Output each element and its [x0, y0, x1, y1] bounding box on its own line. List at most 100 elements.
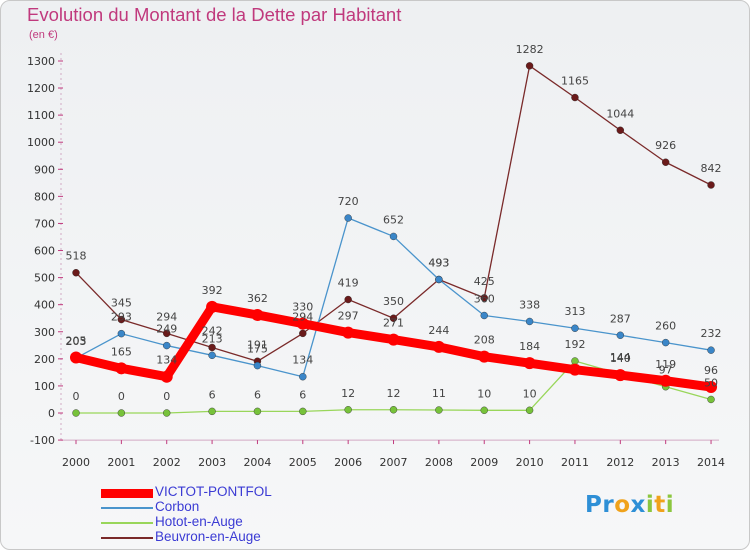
- data-label-2: 0: [118, 390, 125, 403]
- series-point-1: [299, 373, 307, 381]
- data-label-3: 1282: [516, 43, 544, 56]
- data-label-3: 493: [428, 256, 449, 269]
- y-tick-label: 400: [34, 299, 55, 312]
- data-label-0: 134: [156, 354, 177, 367]
- x-tick-label: 2014: [697, 456, 725, 469]
- series-point-0: [251, 308, 264, 321]
- data-label-1: 652: [383, 213, 404, 226]
- series-point-1: [208, 351, 216, 360]
- series-point-0: [523, 357, 536, 370]
- y-tick-label: 800: [34, 190, 55, 203]
- data-label-0: 205: [66, 334, 87, 347]
- data-label-3: 242: [202, 324, 223, 337]
- legend-swatch: [101, 488, 153, 498]
- series-point-2: [344, 406, 352, 414]
- series-point-2: [208, 407, 216, 416]
- data-label-1: 134: [292, 354, 313, 367]
- data-label-2: 0: [163, 390, 170, 403]
- data-label-1: 287: [610, 312, 631, 325]
- series-point-2: [435, 406, 443, 414]
- series-point-0: [70, 351, 82, 364]
- y-tick-label: -100: [30, 434, 55, 447]
- y-tick-label: 300: [34, 326, 55, 339]
- series-point-2: [525, 406, 534, 414]
- series-point-3: [344, 295, 352, 304]
- x-tick-label: 2000: [62, 456, 90, 469]
- series-point-3: [571, 93, 579, 102]
- series-point-3: [208, 343, 216, 352]
- series-point-1: [661, 338, 670, 347]
- series-point-1: [707, 346, 715, 354]
- series-point-1: [163, 341, 171, 350]
- data-label-2: 6: [254, 388, 261, 401]
- data-label-2: 50: [704, 376, 718, 389]
- data-label-3: 842: [701, 162, 722, 175]
- series-point-3: [616, 126, 625, 134]
- legend-swatch: [101, 522, 153, 524]
- y-tick-label: 0: [48, 407, 55, 420]
- data-label-3: 191: [247, 338, 268, 351]
- series-point-0: [296, 317, 309, 330]
- data-label-0: 165: [111, 345, 132, 358]
- series-point-0: [478, 350, 491, 363]
- data-label-3: 294: [156, 310, 177, 323]
- data-label-2: 144: [610, 351, 631, 364]
- data-label-0: 244: [428, 324, 449, 337]
- data-label-3: 419: [338, 277, 359, 290]
- series-point-0: [206, 300, 219, 313]
- data-label-1: 203: [66, 335, 87, 348]
- data-label-3: 926: [655, 139, 676, 152]
- x-tick-label: 2004: [243, 456, 271, 469]
- x-tick-label: 2012: [606, 456, 634, 469]
- data-label-1: 313: [564, 305, 585, 318]
- series-point-0: [659, 374, 672, 387]
- series-point-3: [299, 329, 307, 338]
- series-point-1: [435, 275, 443, 284]
- x-tick-label: 2002: [153, 456, 181, 469]
- x-tick-label: 2008: [425, 456, 453, 469]
- data-label-1: 338: [519, 298, 540, 311]
- data-label-2: 11: [432, 387, 446, 400]
- data-label-1: 360: [474, 293, 495, 306]
- data-label-3: 518: [66, 250, 87, 263]
- data-label-3: 1165: [561, 75, 589, 88]
- data-label-3: 425: [474, 275, 495, 288]
- x-tick-label: 2005: [289, 456, 317, 469]
- x-tick-label: 2001: [107, 456, 135, 469]
- data-label-2: 6: [299, 388, 306, 401]
- series-point-2: [72, 409, 80, 417]
- series-point-1: [389, 232, 398, 241]
- series-point-3: [389, 314, 398, 322]
- y-tick-label: 200: [34, 353, 55, 366]
- series-point-0: [115, 362, 128, 375]
- proxiti-logo: Proxiti: [585, 492, 674, 518]
- y-tick-label: 100: [34, 380, 55, 393]
- series-point-3: [480, 294, 488, 302]
- data-label-1: 249: [156, 323, 177, 336]
- series-point-3: [525, 62, 534, 70]
- logo-letter: x: [630, 492, 646, 518]
- legend-swatch: [101, 537, 153, 539]
- y-tick-label: 500: [34, 272, 55, 285]
- data-label-2: 10: [523, 387, 537, 400]
- data-label-0: 96: [704, 364, 718, 377]
- x-tick-label: 2003: [198, 456, 226, 469]
- series-point-1: [480, 311, 488, 320]
- y-tick-label: 1200: [27, 82, 55, 95]
- series-point-2: [117, 409, 126, 417]
- logo-letter: i: [665, 492, 675, 518]
- logo-letter: t: [654, 492, 666, 518]
- x-tick-label: 2006: [334, 456, 362, 469]
- series-points: [70, 62, 718, 417]
- data-label-0: 119: [655, 358, 676, 371]
- series-point-2: [163, 409, 171, 417]
- logo-letter: i: [645, 492, 655, 518]
- data-label-0: 140: [610, 352, 631, 365]
- x-tick-label: 2010: [516, 456, 544, 469]
- chart-title: Evolution du Montant de la Dette par Hab…: [27, 4, 402, 25]
- series-point-1: [571, 324, 579, 332]
- series-point-3: [117, 315, 126, 324]
- series-point-1: [344, 214, 352, 222]
